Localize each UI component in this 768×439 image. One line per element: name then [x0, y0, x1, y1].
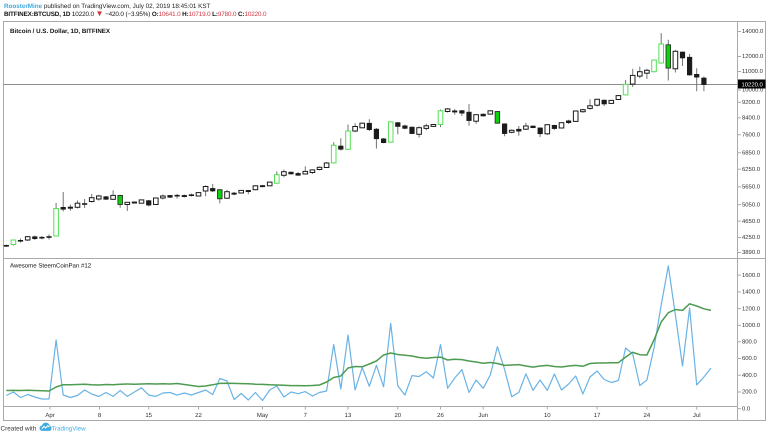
svg-text:8400.0: 8400.0: [742, 115, 761, 122]
svg-text:BITFINEX:BTCUSD, 1D 10220.0 ▼: BITFINEX:BTCUSD, 1D 10220.0 ▼ −420.0 (−3…: [4, 9, 267, 18]
svg-text:14000.0: 14000.0: [742, 28, 764, 35]
svg-text:3890.0: 3890.0: [742, 249, 761, 256]
svg-text:May: May: [257, 412, 268, 419]
svg-text:6250.0: 6250.0: [742, 166, 761, 173]
svg-text:RoosterMine published on Tradi: RoosterMine published on TradingView.com…: [4, 3, 211, 10]
svg-text:5050.0: 5050.0: [742, 201, 761, 208]
svg-text:Created with: Created with: [1, 426, 37, 433]
svg-text:200.0: 200.0: [742, 389, 757, 396]
svg-text:26: 26: [437, 412, 444, 419]
svg-text:15: 15: [145, 412, 152, 419]
svg-text:Awesome SteemCoinPan #12: Awesome SteemCoinPan #12: [10, 263, 92, 270]
svg-text:800.0: 800.0: [742, 339, 757, 346]
svg-text:Apr: Apr: [45, 412, 54, 419]
svg-text:7600.0: 7600.0: [742, 132, 761, 139]
svg-text:22: 22: [195, 412, 202, 419]
svg-text:Jul: Jul: [693, 412, 701, 419]
svg-text:400.0: 400.0: [742, 372, 757, 379]
svg-text:6850.0: 6850.0: [742, 150, 761, 157]
svg-text:TradingView: TradingView: [52, 426, 87, 433]
svg-text:11000.0: 11000.0: [742, 68, 764, 75]
svg-text:0.0: 0.0: [742, 405, 751, 412]
svg-text:12000.0: 12000.0: [742, 53, 764, 60]
svg-text:1400.0: 1400.0: [742, 289, 761, 296]
svg-text:1200.0: 1200.0: [742, 305, 761, 312]
svg-text:600.0: 600.0: [742, 355, 757, 362]
svg-text:20: 20: [394, 412, 401, 419]
svg-text:4650.0: 4650.0: [742, 218, 761, 225]
svg-text:1000.0: 1000.0: [742, 322, 761, 329]
svg-text:1600.0: 1600.0: [742, 272, 761, 279]
svg-text:10000.0: 10000.0: [742, 87, 764, 94]
svg-text:24: 24: [644, 412, 651, 419]
svg-text:8: 8: [98, 412, 102, 419]
svg-text:13: 13: [345, 412, 352, 419]
svg-text:Bitcoin / U.S. Dollar, 1D, BIT: Bitcoin / U.S. Dollar, 1D, BITFINEX: [10, 28, 111, 35]
svg-text:10220.0: 10220.0: [742, 81, 764, 88]
svg-text:5650.0: 5650.0: [742, 184, 761, 191]
svg-text:7: 7: [304, 412, 308, 419]
svg-text:Jun: Jun: [478, 412, 488, 419]
svg-text:9200.0: 9200.0: [742, 99, 761, 106]
svg-text:4250.0: 4250.0: [742, 234, 761, 241]
svg-text:10: 10: [544, 412, 551, 419]
svg-text:17: 17: [594, 412, 601, 419]
